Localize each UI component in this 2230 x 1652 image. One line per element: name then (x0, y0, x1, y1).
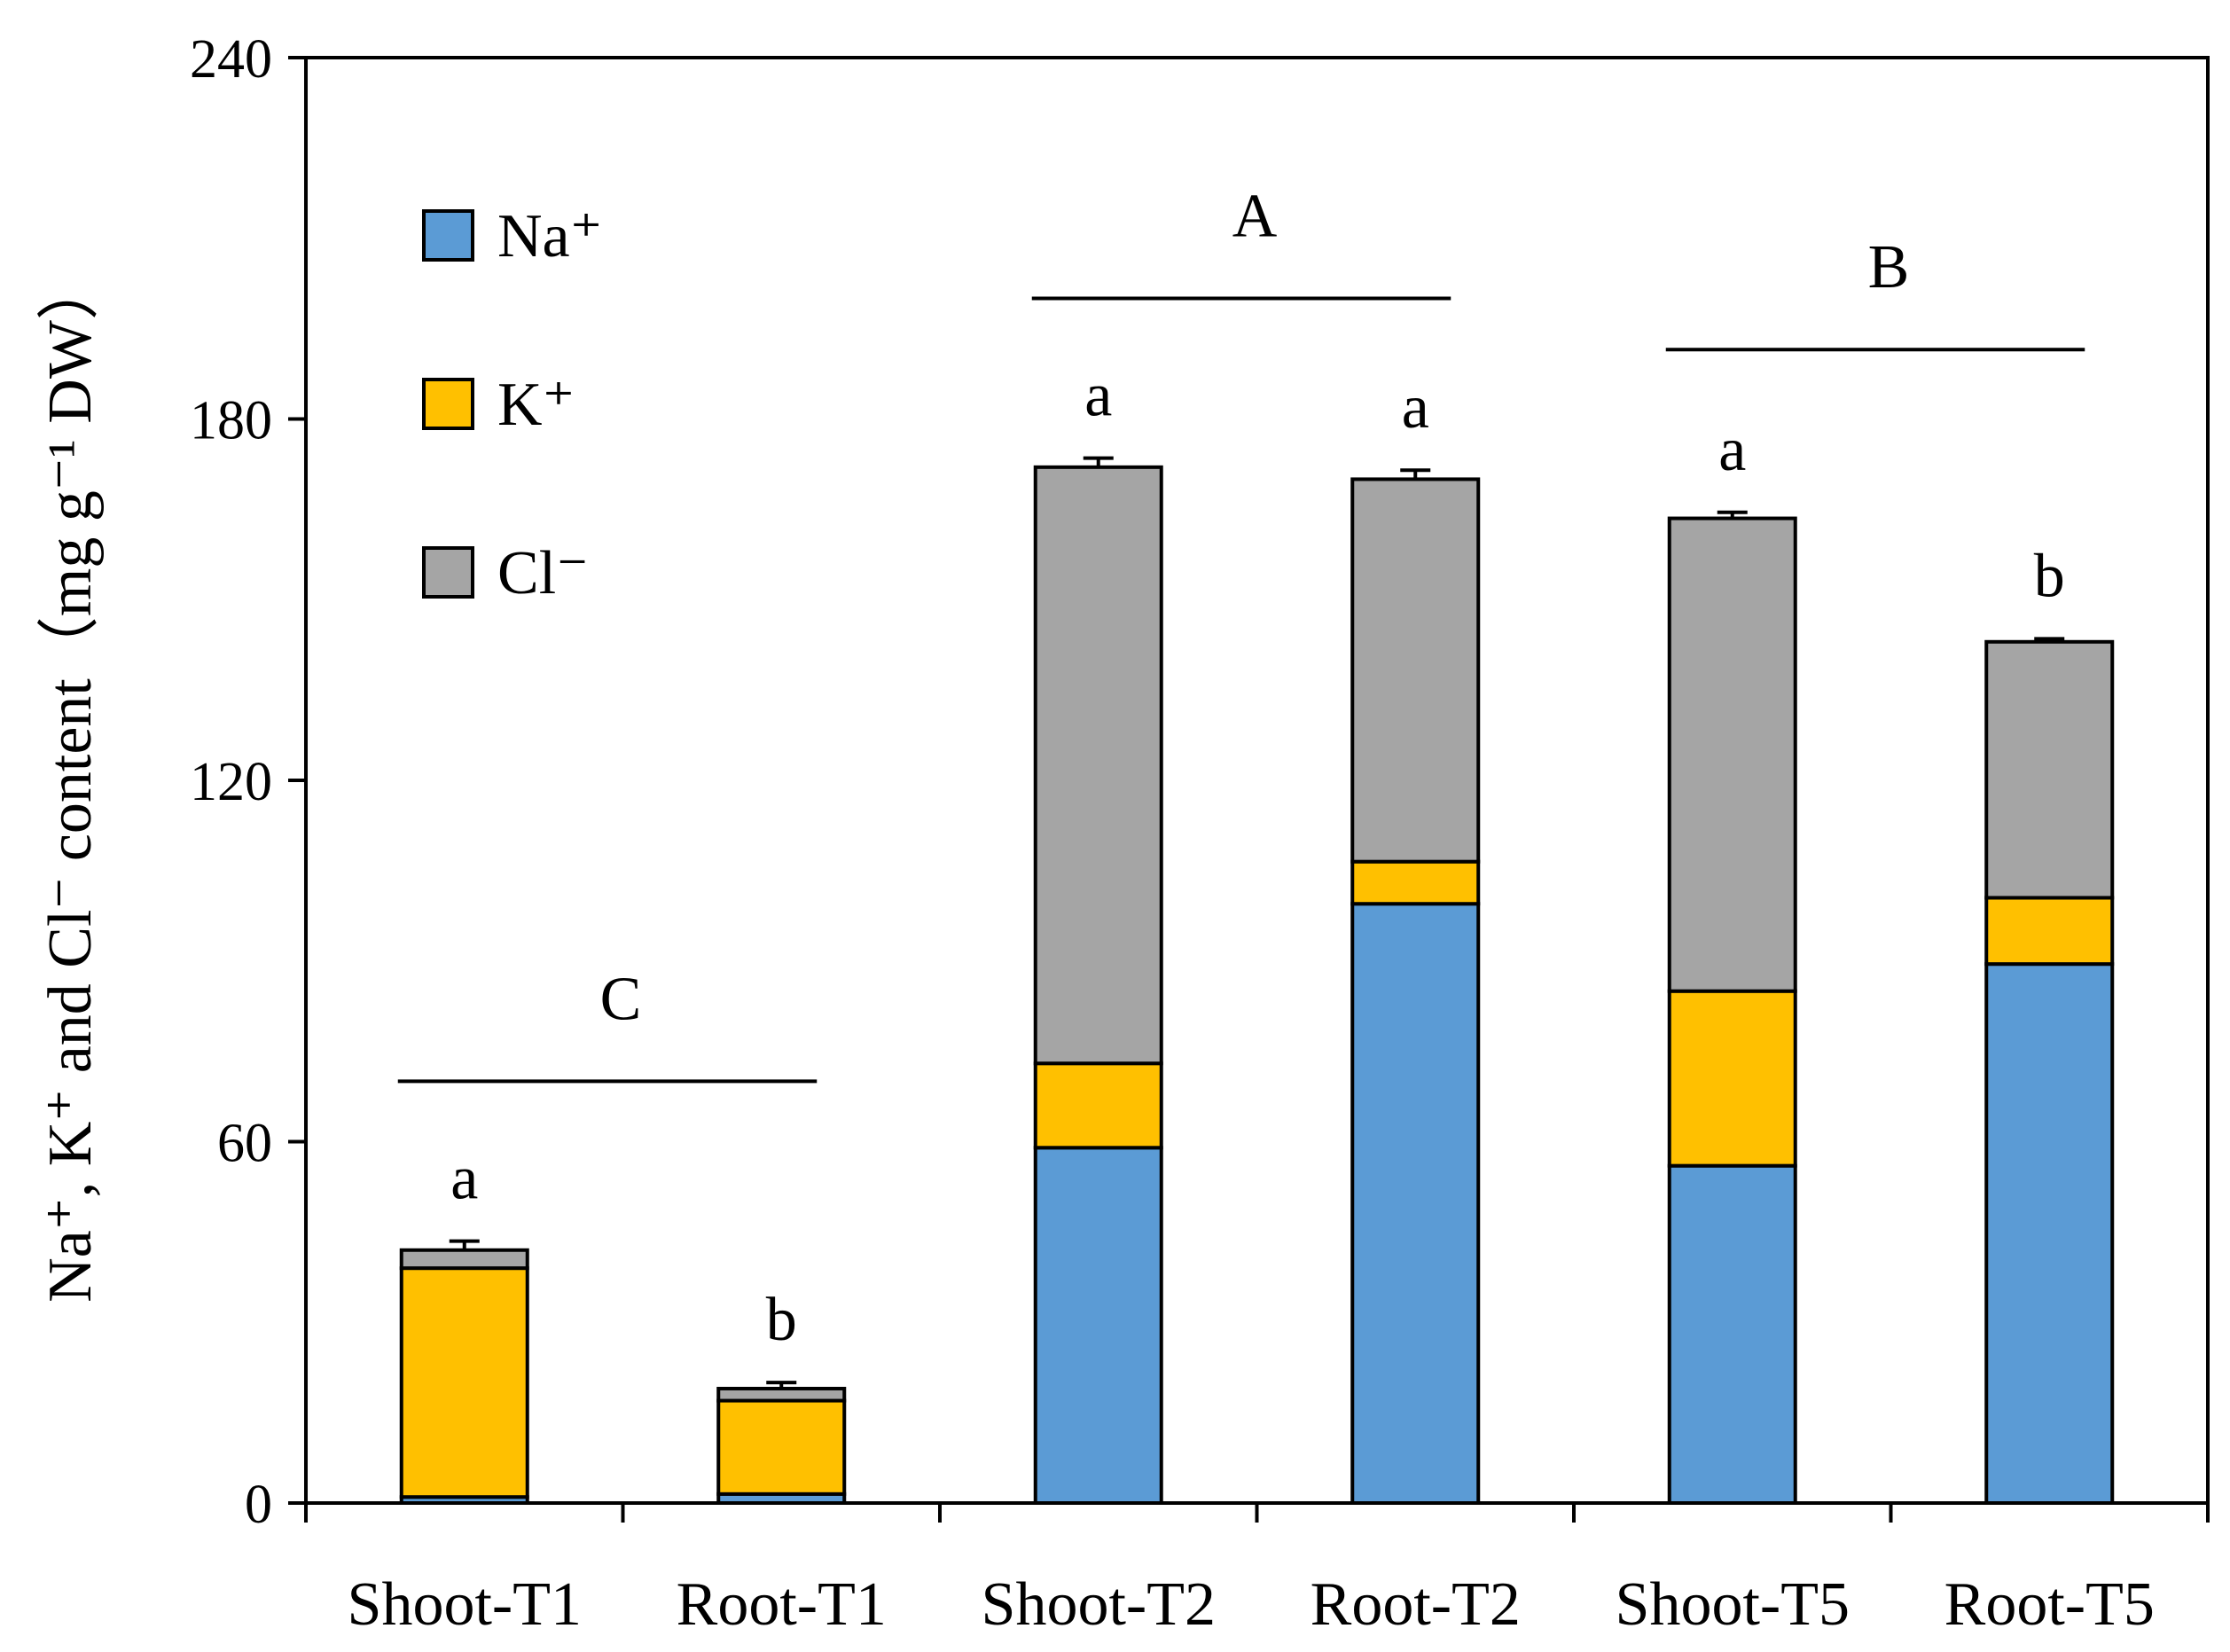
x-tick-label-2: Shoot-T2 (982, 1570, 1216, 1639)
bar-segment-0-5 (1984, 962, 2115, 1506)
bar-segment-2-0 (399, 1248, 529, 1271)
bar-segment-1-0 (399, 1266, 529, 1499)
y-tick-label-1: 60 (217, 1114, 272, 1174)
bar-segment-0-3 (1350, 902, 1481, 1505)
significance-letter-1: b (766, 1286, 797, 1354)
x-tick-label-3: Root-T2 (1311, 1570, 1521, 1639)
significance-letter-0: a (450, 1145, 478, 1213)
legend-swatch-2 (422, 546, 474, 599)
y-tick-label-0: 0 (245, 1475, 272, 1535)
bar-segment-0-4 (1667, 1163, 1797, 1505)
x-tick-label-4: Shoot-T5 (1616, 1570, 1850, 1639)
group-letter-2: B (1868, 233, 1910, 301)
group-letter-0: C (600, 965, 642, 1033)
bar-segment-2-3 (1350, 477, 1481, 864)
bar-segment-2-4 (1667, 516, 1797, 993)
bar-segment-1-1 (716, 1398, 847, 1496)
bar-segment-1-3 (1350, 859, 1481, 906)
bar-segment-2-2 (1033, 465, 1163, 1066)
y-tick-label-3: 180 (190, 391, 272, 451)
x-tick-label-5: Root-T5 (1944, 1570, 2155, 1639)
legend-label-1: K⁺ (497, 371, 575, 439)
y-tick-label-4: 240 (190, 29, 272, 90)
bar-segment-1-4 (1667, 989, 1797, 1168)
bar-segment-1-2 (1033, 1061, 1163, 1150)
y-tick-label-2: 120 (190, 752, 272, 812)
significance-letter-5: b (2034, 542, 2065, 610)
bar-segment-0-2 (1033, 1146, 1163, 1505)
legend-label-2: Cl⁻ (497, 539, 589, 607)
significance-letter-2: a (1084, 362, 1112, 430)
bar-segment-1-5 (1984, 896, 2115, 967)
bar-segment-2-5 (1984, 639, 2115, 900)
x-tick-label-1: Root-T1 (677, 1570, 887, 1639)
y-axis-label: Na⁺, K⁺ and Cl⁻ content（mg g⁻¹ DW） (36, 258, 105, 1303)
legend-swatch-0 (422, 209, 474, 262)
legend-swatch-1 (422, 378, 474, 430)
legend-label-0: Na⁺ (497, 202, 603, 270)
bar-segment-2-1 (716, 1386, 847, 1403)
group-letter-1: A (1232, 182, 1278, 250)
significance-letter-4: a (1718, 416, 1746, 484)
significance-letter-3: a (1402, 373, 1429, 442)
x-tick-label-0: Shoot-T1 (348, 1570, 582, 1639)
plot-frame (304, 56, 2210, 1505)
